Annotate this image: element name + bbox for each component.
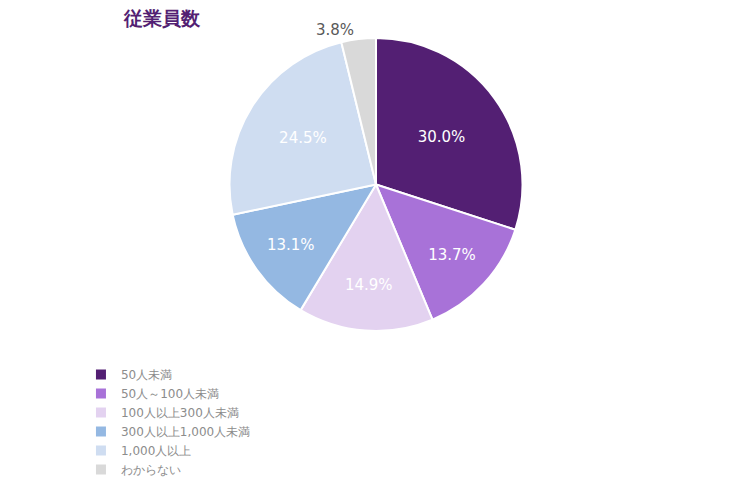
svg-text:50人未満: 50人未満 xyxy=(121,368,172,382)
svg-text:3.8%: 3.8% xyxy=(316,21,354,39)
svg-text:24.5%: 24.5% xyxy=(279,129,327,147)
svg-text:13.7%: 13.7% xyxy=(428,246,476,264)
svg-text:100人以上300人未満: 100人以上300人未満 xyxy=(121,406,239,420)
svg-text:300人以上1,000人未満: 300人以上1,000人未満 xyxy=(121,425,250,439)
svg-text:13.1%: 13.1% xyxy=(267,236,315,254)
svg-text:30.0%: 30.0% xyxy=(418,128,466,146)
svg-text:わからない: わからない xyxy=(121,463,181,477)
svg-text:従業員数: 従業員数 xyxy=(123,7,201,29)
svg-text:1,000人以上: 1,000人以上 xyxy=(121,444,191,458)
svg-text:50人～100人未満: 50人～100人未満 xyxy=(121,387,219,401)
svg-text:14.9%: 14.9% xyxy=(345,276,393,294)
